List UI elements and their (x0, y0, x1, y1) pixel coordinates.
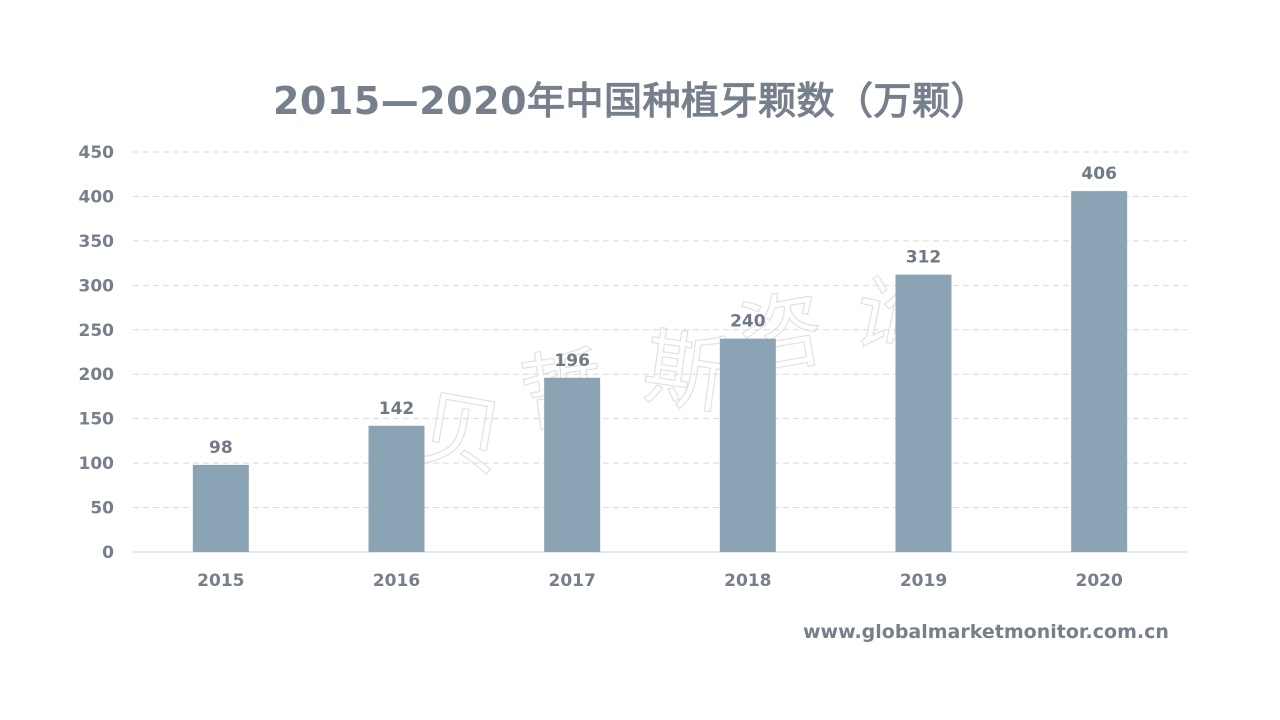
bar-2016 (368, 425, 425, 552)
gridlines (133, 151, 1187, 553)
x-tick-label: 2018 (724, 571, 771, 591)
x-tick-label: 2020 (1076, 571, 1123, 591)
bar-2020 (1071, 191, 1128, 552)
bar-2019 (895, 274, 952, 552)
x-tick-label: 2016 (373, 571, 420, 591)
x-tick-label: 2017 (549, 571, 596, 591)
y-tick-label: 350 (79, 232, 115, 252)
bars (192, 191, 1128, 552)
bar-2017 (544, 377, 601, 552)
chart-title: 2015—2020年中国种植牙颗数（万颗） (272, 79, 990, 123)
data-label: 196 (554, 351, 590, 371)
data-label: 312 (906, 248, 942, 268)
y-tick-label: 200 (79, 365, 115, 385)
y-tick-label: 300 (79, 276, 115, 296)
data-label: 142 (379, 399, 415, 419)
x-tick-label: 2015 (197, 571, 244, 591)
data-label: 406 (1081, 164, 1117, 184)
y-axis-ticks: 0 50 100 150 200 250 300 350 400 450 (79, 143, 115, 563)
y-tick-label: 450 (79, 143, 115, 163)
y-tick-label: 0 (102, 543, 114, 563)
y-tick-label: 400 (79, 187, 115, 207)
y-tick-label: 250 (79, 321, 115, 341)
x-tick-label: 2019 (900, 571, 947, 591)
y-tick-label: 50 (90, 499, 114, 519)
y-tick-label: 150 (79, 410, 115, 430)
watermark-char: 斯 (637, 318, 734, 427)
data-labels: 98 142 196 240 312 406 (209, 164, 1117, 458)
y-tick-label: 100 (79, 454, 115, 474)
data-label: 98 (209, 438, 233, 458)
watermark: 贝哲斯咨询 (411, 263, 949, 490)
bar-2018 (719, 338, 776, 552)
source-url: www.globalmarketmonitor.com.cn (803, 621, 1169, 643)
watermark-char: 贝 (412, 378, 512, 489)
x-axis-ticks: 2015 2016 2017 2018 2019 2020 (197, 571, 1123, 591)
bar-2015 (192, 464, 249, 552)
data-label: 240 (730, 312, 766, 332)
